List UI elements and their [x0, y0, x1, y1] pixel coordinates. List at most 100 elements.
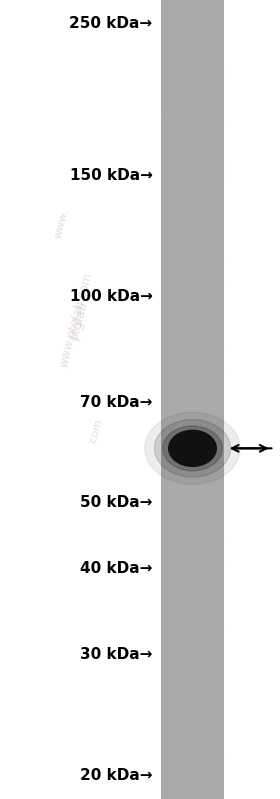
Point: [189, 744, 193, 757]
Point: [189, 81, 193, 94]
Point: [200, 91, 205, 104]
Point: [182, 628, 186, 641]
Point: [182, 253, 186, 266]
Point: [199, 441, 203, 454]
Point: [194, 320, 199, 332]
Point: [187, 147, 192, 160]
Point: [167, 173, 172, 185]
Point: [186, 378, 191, 391]
Point: [215, 594, 220, 607]
Point: [179, 195, 183, 208]
Point: [188, 318, 192, 331]
Point: [214, 350, 218, 363]
Point: [200, 662, 205, 675]
Point: [183, 551, 188, 563]
Point: [173, 135, 177, 148]
Point: [179, 258, 184, 271]
Point: [197, 70, 202, 82]
Point: [159, 779, 164, 792]
Point: [210, 74, 214, 86]
Point: [195, 553, 199, 566]
Point: [174, 328, 179, 341]
Point: [177, 41, 182, 54]
Point: [182, 81, 186, 93]
Point: [220, 473, 224, 486]
Point: [169, 568, 174, 581]
Point: [220, 635, 225, 648]
Point: [187, 384, 192, 396]
Point: [182, 376, 186, 389]
Point: [220, 458, 224, 471]
Point: [216, 364, 221, 377]
Point: [188, 43, 192, 56]
Point: [163, 545, 167, 558]
Point: [178, 276, 182, 289]
Point: [187, 753, 192, 765]
Point: [159, 643, 164, 656]
Point: [171, 264, 175, 277]
Point: [200, 61, 204, 74]
Point: [177, 79, 182, 92]
Point: [206, 489, 210, 502]
Point: [171, 727, 175, 740]
Point: [171, 777, 175, 790]
Point: [178, 697, 183, 710]
Point: [163, 451, 168, 464]
Text: 30 kDa→: 30 kDa→: [80, 647, 153, 662]
Point: [164, 430, 168, 443]
Point: [171, 314, 176, 327]
Point: [213, 752, 217, 765]
Point: [164, 178, 169, 191]
Point: [200, 160, 204, 173]
Point: [165, 439, 169, 452]
Point: [217, 122, 222, 135]
Point: [173, 574, 178, 586]
Point: [220, 781, 224, 794]
Point: [178, 534, 182, 547]
Point: [218, 25, 223, 38]
Point: [171, 20, 175, 33]
Point: [175, 784, 179, 797]
Point: [190, 130, 195, 143]
Point: [215, 563, 220, 576]
Point: [199, 94, 203, 107]
Point: [214, 51, 219, 64]
Point: [186, 511, 191, 524]
Point: [160, 32, 165, 45]
Point: [162, 164, 167, 177]
Point: [207, 181, 212, 194]
Point: [213, 464, 217, 477]
Point: [219, 204, 224, 217]
Point: [169, 9, 173, 22]
Point: [177, 578, 181, 590]
Point: [171, 582, 175, 594]
Point: [198, 298, 203, 311]
Point: [189, 149, 194, 162]
Point: [193, 579, 197, 592]
Point: [162, 509, 166, 522]
Point: [177, 166, 182, 179]
Point: [181, 669, 186, 682]
Point: [207, 41, 211, 54]
Point: [184, 748, 188, 761]
Point: [208, 95, 213, 108]
Point: [220, 334, 224, 347]
Point: [190, 221, 195, 234]
Point: [206, 519, 211, 532]
Point: [191, 63, 195, 76]
Point: [199, 651, 204, 664]
Point: [196, 495, 200, 508]
Point: [190, 473, 194, 486]
Point: [220, 772, 225, 785]
Point: [220, 189, 224, 201]
Point: [191, 527, 195, 539]
Point: [195, 65, 199, 78]
Point: [181, 291, 186, 304]
Point: [168, 664, 172, 677]
Point: [188, 229, 193, 241]
Point: [185, 293, 190, 306]
Point: [174, 302, 178, 315]
Point: [215, 41, 220, 54]
Point: [175, 697, 179, 710]
Point: [160, 393, 164, 406]
